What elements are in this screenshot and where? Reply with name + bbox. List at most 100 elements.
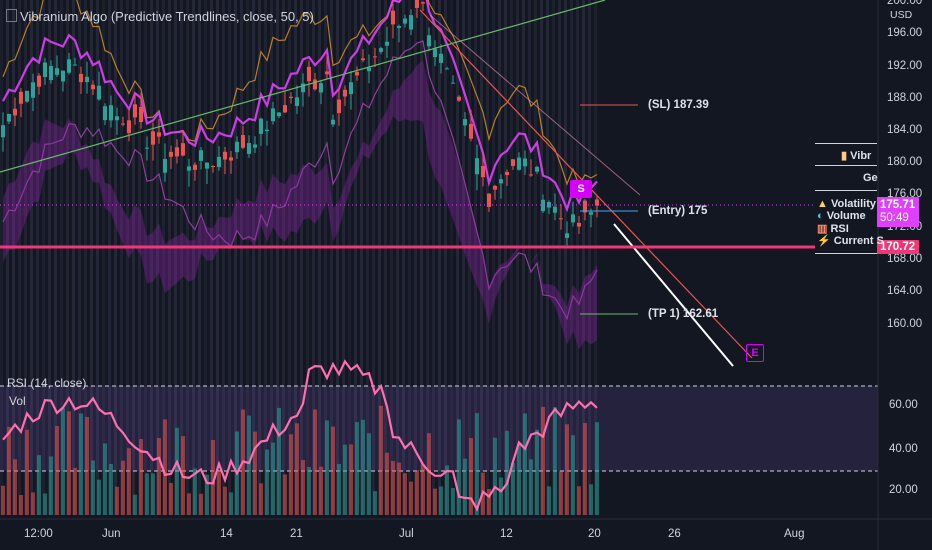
- candle-body: [259, 118, 263, 134]
- candle-body: [565, 233, 569, 238]
- candle-body: [577, 222, 581, 227]
- volatility-stripe: [318, 0, 321, 515]
- volume-bar: [157, 437, 161, 515]
- candle-body: [193, 164, 197, 170]
- candle-body: [103, 106, 107, 121]
- rsi-pane-title[interactable]: RSI (14, close): [7, 376, 87, 390]
- volatility-stripe: [336, 0, 339, 515]
- time-tick-label: Jun: [102, 528, 121, 540]
- volume-bar: [319, 466, 323, 515]
- volume-bar: [49, 456, 53, 515]
- volume-bar: [313, 409, 317, 515]
- time-tick-label: 14: [220, 528, 233, 540]
- candle-body: [313, 79, 317, 90]
- price-tick-label: 184.00: [887, 124, 923, 136]
- candle-body: [499, 179, 503, 184]
- candle-body: [133, 104, 137, 118]
- candle-body: [451, 82, 455, 84]
- volume-bar: [97, 479, 101, 515]
- candle-body: [187, 166, 191, 171]
- volume-bar: [379, 405, 383, 515]
- volatility-stripe: [552, 0, 555, 515]
- volume-bar: [541, 406, 545, 515]
- candle-body: [397, 26, 401, 28]
- candle-body: [343, 89, 347, 97]
- short-signal-label[interactable]: S: [570, 180, 592, 198]
- candle-body: [73, 64, 77, 66]
- candle-body: [49, 66, 53, 81]
- volatility-stripe: [588, 0, 591, 515]
- volatility-stripe: [246, 0, 249, 515]
- volume-pane-title[interactable]: Vol: [9, 394, 26, 408]
- candle-body: [511, 159, 515, 166]
- stop-loss-label: (SL) 187.39: [648, 99, 709, 111]
- volatility-stripe: [276, 0, 279, 515]
- volatility-stripe: [360, 0, 363, 515]
- price-tick-label: 168.00: [887, 253, 923, 265]
- volume-bar: [211, 440, 215, 515]
- candle-body: [163, 159, 167, 173]
- volume-bar: [373, 491, 377, 515]
- candle-body: [169, 151, 173, 157]
- candle-body: [241, 135, 245, 148]
- volume-bar: [67, 411, 71, 515]
- volume-bar: [553, 407, 557, 515]
- price-tick-label: 164.00: [887, 285, 923, 297]
- volatility-stripe: [576, 0, 579, 515]
- volatility-stripe: [174, 0, 177, 515]
- lower-band-line: [2, 40, 598, 321]
- candle-body: [469, 123, 473, 139]
- price-tick-label: 160.00: [887, 318, 923, 330]
- volume-bar: [103, 443, 107, 515]
- volatility-stripe: [258, 0, 261, 515]
- candle-body: [109, 105, 113, 121]
- volatility-stripe: [570, 0, 573, 515]
- candle-body: [283, 105, 287, 113]
- candle-body: [25, 90, 29, 102]
- volume-bar: [583, 423, 587, 515]
- volatility-stripe: [504, 0, 507, 515]
- volume-bar: [163, 419, 167, 515]
- volatility-stripe: [546, 0, 549, 515]
- table-subtitle-row: Ge: [863, 172, 878, 184]
- volatility-stripe: [324, 0, 327, 515]
- volume-bar: [415, 470, 419, 515]
- table-title-row: ▮ Vibr: [841, 149, 871, 162]
- volatility-stripe: [498, 0, 501, 515]
- candle-body: [295, 97, 299, 106]
- volume-bar: [529, 459, 533, 515]
- volatility-stripe: [306, 0, 309, 515]
- volume-bar: [355, 422, 359, 515]
- candle-body: [31, 82, 35, 98]
- candle-body: [421, 2, 425, 4]
- volume-bar: [31, 492, 35, 515]
- candle-body: [151, 131, 155, 145]
- volume-bar: [427, 433, 431, 515]
- volume-bar: [139, 438, 143, 515]
- end-signal-label[interactable]: E: [746, 344, 764, 362]
- candle-body: [583, 200, 587, 213]
- candle-body: [97, 85, 101, 100]
- volatility-stripe: [234, 0, 237, 515]
- volume-bar: [301, 460, 305, 515]
- volatility-stripe: [300, 0, 303, 515]
- candle-body: [487, 193, 491, 207]
- candle-body: [7, 113, 11, 122]
- candle-body: [127, 120, 131, 134]
- volume-bar: [115, 486, 119, 515]
- volume-bar: [61, 408, 65, 515]
- volatility-stripe: [138, 0, 141, 515]
- volatility-stripe: [294, 0, 297, 515]
- candle-body: [373, 56, 377, 58]
- volume-bar: [79, 413, 83, 515]
- volume-bar: [37, 455, 41, 515]
- volatility-stripe: [48, 0, 51, 515]
- indicator-header[interactable]: Vibranium Algo (Predictive Trendlines, c…: [6, 9, 314, 24]
- candle-body: [505, 171, 509, 175]
- volatility-stripe: [102, 0, 105, 515]
- volatility-stripe: [426, 0, 429, 515]
- volume-bar: [577, 486, 581, 515]
- volume-bar: [205, 474, 209, 515]
- volume-bar: [535, 429, 539, 515]
